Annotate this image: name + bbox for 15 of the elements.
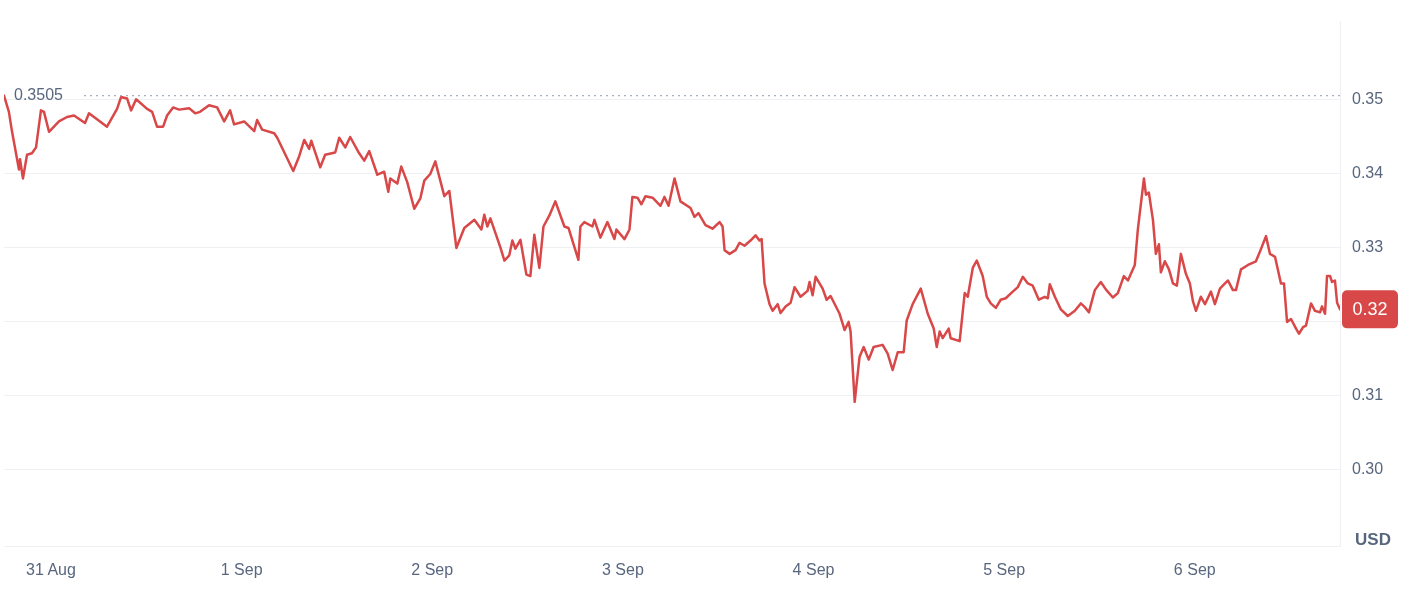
x-tick-label: 31 Aug [26,560,76,578]
y-tick-label: 0.30 [1352,459,1384,477]
y-tick-label: 0.34 [1352,163,1384,181]
y-tick-label: 0.35 [1352,89,1384,107]
x-tick-label: 2 Sep [411,560,454,578]
text: 0.32 [1352,299,1388,320]
y-tick-label: 0.31 [1352,385,1384,403]
x-tick-label: 6 Sep [1173,560,1216,578]
x-tick-label: 3 Sep [601,560,644,578]
y-tick-label: 0.33 [1352,237,1384,255]
y-axis-title: USD [1355,530,1391,550]
ref-line-label: 0.3505 [14,85,64,103]
x-tick-label: 5 Sep [983,560,1026,578]
x-tick-label: 4 Sep [792,560,835,578]
x-tick-label: 1 Sep [220,560,263,578]
